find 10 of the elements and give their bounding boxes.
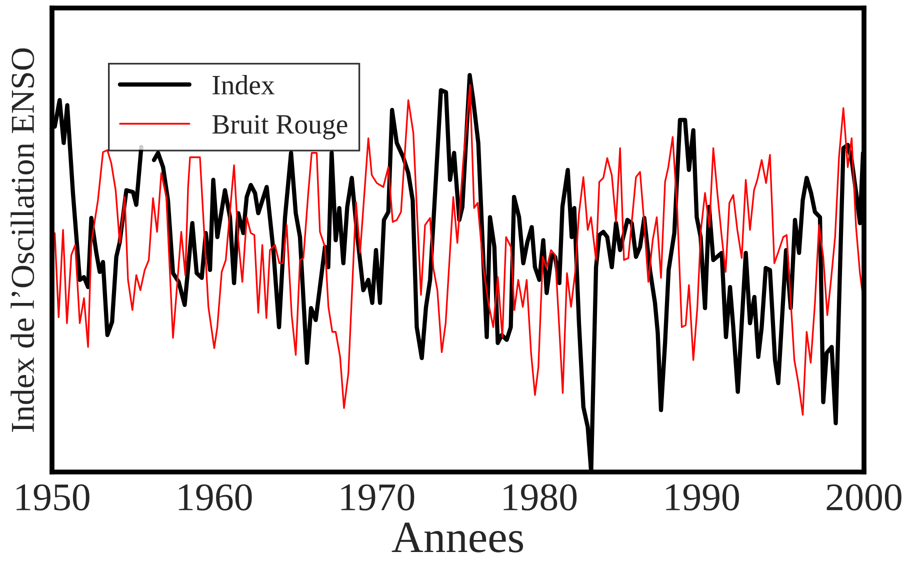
x-tick-label: 1980 [504, 484, 577, 510]
legend-label: Bruit Rouge [212, 115, 348, 140]
x-tick-label: 1990 [666, 484, 740, 510]
y-axis-title: Index de l’Oscillation ENSO [10, 48, 34, 432]
x-tick-label: 2000 [826, 484, 902, 510]
x-axis-title: Annees [392, 522, 524, 552]
x-tick-label: 1950 [16, 484, 90, 510]
legend-label: Index [212, 74, 275, 95]
x-tick-label: 1970 [341, 484, 414, 510]
x-tick-label: 1960 [178, 484, 252, 510]
